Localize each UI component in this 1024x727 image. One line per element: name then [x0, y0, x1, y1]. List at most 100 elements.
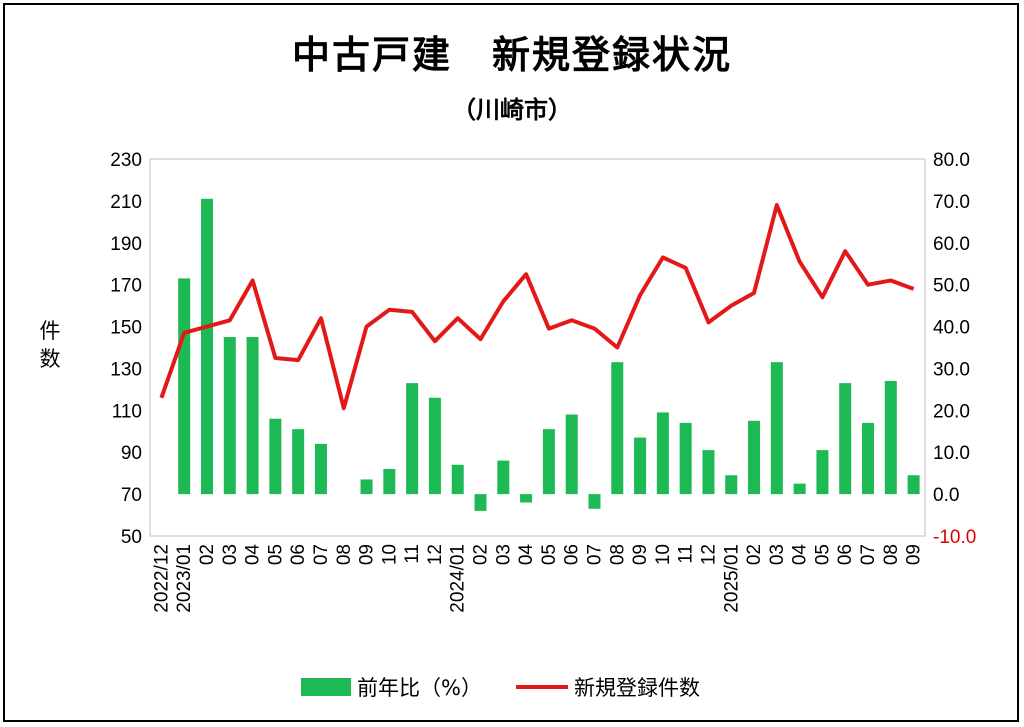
bar: [748, 420, 761, 495]
bar: [292, 429, 305, 495]
bar-series: [178, 198, 920, 511]
bar: [520, 494, 533, 503]
y-axis-label-char: 件: [40, 319, 61, 343]
bar: [611, 362, 624, 495]
x-tick-label: 08: [607, 544, 628, 565]
x-tick-label: 08: [334, 544, 355, 565]
bar: [656, 412, 669, 495]
x-tick-label: 09: [904, 544, 925, 565]
x-tick-label: 03: [220, 544, 241, 565]
x-tick-label: 04: [516, 544, 537, 566]
x-tick-label: 11: [676, 544, 697, 564]
gridlines: [149, 158, 926, 537]
y-axis-label: 件数: [40, 319, 61, 371]
y-axis-label-char: 数: [40, 347, 61, 371]
y-left-tick-label: 170: [110, 276, 142, 297]
x-tick-label: 04: [790, 544, 811, 566]
y-right-tick-label: 20.0: [933, 401, 970, 422]
y-axis-left: 230 210 190 170 150 130 110 90 70 50: [110, 150, 142, 548]
y-right-tick-label: -10.0: [933, 527, 976, 548]
x-tick-label: 06: [288, 544, 309, 565]
y-right-tick-label: 10.0: [933, 443, 970, 464]
x-tick-label: 12: [698, 544, 719, 565]
y-left-tick-label: 230: [110, 150, 142, 171]
bar: [246, 337, 259, 495]
bar: [200, 198, 213, 495]
bar: [702, 450, 715, 495]
x-tick-label: 03: [493, 544, 514, 565]
x-tick-label: 07: [858, 544, 879, 565]
chart-title: 中古戸建 新規登録状況: [291, 33, 732, 77]
x-tick-label: 09: [357, 544, 378, 565]
y-left-tick-label: 150: [110, 318, 142, 339]
bar: [406, 383, 419, 495]
bar: [474, 494, 487, 511]
legend: 前年比（%） 新規登録件数: [301, 676, 700, 700]
x-tick-label: 11: [402, 544, 423, 564]
y-axis-right: 80.0 70.0 60.0 50.0 40.0 30.0 20.0 10.0 0.0 -10.0: [933, 150, 976, 548]
bar: [428, 397, 441, 495]
x-tick-label: 10: [653, 544, 674, 565]
bar: [565, 414, 578, 495]
y-left-tick-label: 110: [112, 401, 142, 422]
bar: [839, 383, 852, 495]
bar: [360, 479, 373, 495]
bar: [451, 464, 464, 495]
bar: [816, 450, 829, 495]
plot-area: [149, 158, 926, 537]
bar: [862, 422, 875, 495]
x-tick-label: 06: [562, 544, 583, 565]
y-left-tick-label: 130: [110, 359, 142, 380]
bar: [884, 381, 897, 495]
bar: [178, 278, 191, 495]
x-tick-label: 04: [243, 544, 264, 566]
bar: [725, 475, 738, 495]
x-tick-label: 05: [812, 544, 833, 565]
line-series: [159, 203, 915, 411]
chart-subtitle: （川崎市）: [452, 96, 572, 124]
line-path: [159, 203, 915, 411]
legend-bar-label: 前年比（%）: [357, 676, 482, 700]
x-tick-label: 07: [584, 544, 605, 565]
y-left-tick-label: 90: [121, 443, 142, 464]
x-axis: 2022/12 2023/01 02 03 04 05 06 07 08 09 10 11 12 2024…: [151, 544, 924, 613]
bar: [269, 418, 282, 495]
bar: [770, 362, 783, 495]
y-left-tick-label: 190: [110, 234, 142, 255]
y-right-tick-label: 30.0: [933, 359, 970, 380]
y-right-tick-label: 60.0: [933, 234, 970, 255]
x-tick-label: 02: [197, 544, 218, 565]
x-tick-label: 06: [835, 544, 856, 565]
legend-line-label: 新規登録件数: [574, 676, 700, 700]
bar: [634, 437, 647, 495]
y-right-tick-label: 40.0: [933, 318, 970, 339]
x-tick-label: 2022/12: [151, 544, 172, 613]
bar: [497, 460, 510, 495]
x-tick-label: 03: [767, 544, 788, 565]
bar: [542, 429, 555, 495]
x-tick-label: 2024/01: [448, 544, 469, 613]
x-tick-label: 05: [265, 544, 286, 565]
x-tick-label: 02: [471, 544, 492, 565]
y-right-tick-label: 50.0: [933, 276, 970, 297]
y-right-tick-label: 0.0: [933, 485, 959, 506]
bar: [383, 468, 396, 495]
x-tick-label: 10: [379, 544, 400, 565]
x-tick-label: 05: [539, 544, 560, 565]
x-tick-label: 09: [630, 544, 651, 565]
x-tick-label: 2025/01: [721, 544, 742, 613]
y-right-tick-label: 70.0: [933, 192, 970, 213]
x-tick-label: 07: [311, 544, 332, 565]
y-left-tick-label: 70: [121, 485, 142, 506]
x-tick-label: 12: [425, 544, 446, 565]
x-tick-label: 02: [744, 544, 765, 565]
y-left-tick-label: 210: [110, 192, 142, 213]
legend-bar-swatch: [301, 678, 351, 696]
bar: [223, 337, 236, 495]
bar: [314, 443, 327, 495]
bar: [588, 494, 601, 509]
x-tick-label: 2023/01: [174, 544, 195, 613]
y-left-tick-label: 50: [121, 527, 142, 548]
bar: [793, 483, 806, 495]
